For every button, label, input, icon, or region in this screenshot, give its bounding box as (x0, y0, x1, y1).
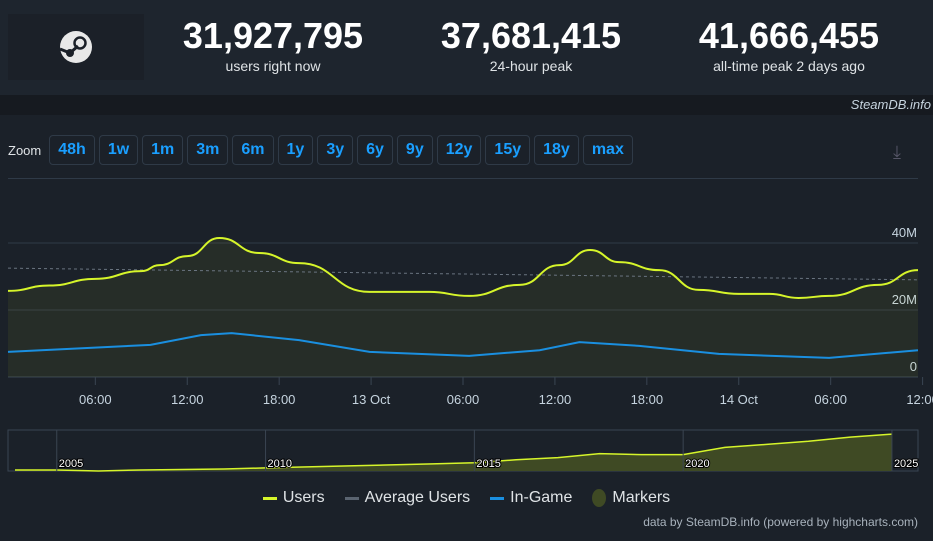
x-tick-label: 12:00 (906, 392, 933, 407)
download-icon[interactable]: ⤓ (893, 142, 901, 162)
stat-current: 31,927,795 users right now (153, 14, 393, 74)
navigator-year-label: 2025 (894, 458, 918, 470)
x-tick-label: 06:00 (447, 392, 480, 407)
zoom-1y-button[interactable]: 1y (277, 135, 314, 165)
in-game-line (7, 332, 919, 359)
users-line (7, 236, 919, 299)
zoom-6m-button[interactable]: 6m (232, 135, 274, 165)
x-tick-label: 12:00 (539, 392, 572, 407)
stat-alltime-peak: 41,666,455 all-time peak 2 days ago (669, 14, 909, 74)
legend-label: In-Game (510, 489, 573, 506)
average-swatch-icon (344, 496, 359, 500)
zoom-selector: Zoom 48h 1w 1m 3m 6m 1y 3y 6y 9y 12y 15y… (8, 135, 633, 165)
navigator-year-label: 2010 (268, 458, 292, 470)
stat-value: 41,666,455 (698, 15, 880, 56)
x-tick-label: 12:00 (171, 392, 204, 407)
x-tick-label: 14 Oct (720, 392, 759, 407)
markers-swatch-icon (592, 489, 607, 507)
stat-label: users right now (225, 58, 321, 74)
zoom-48h-button[interactable]: 48h (49, 135, 95, 165)
credit[interactable]: data by SteamDB.info (powered by highcha… (643, 515, 918, 529)
y-tick-label: 40M (892, 225, 917, 240)
legend-in-game[interactable]: In-Game (490, 489, 572, 507)
steam-logo-icon (8, 14, 144, 80)
y-tick-label: 0 (910, 359, 917, 374)
stats-header: 31,927,795 users right now 37,681,415 24-h… (0, 0, 933, 95)
x-tick-label: 18:00 (631, 392, 664, 407)
stat-label: all-time peak 2 days ago (713, 58, 865, 74)
stat-value: 31,927,795 (182, 15, 364, 56)
zoom-1w-button[interactable]: 1w (98, 135, 139, 165)
brand-band: SteamDB.info (0, 95, 933, 115)
zoom-18y-button[interactable]: 18y (534, 135, 579, 165)
legend-label: Average Users (364, 489, 471, 506)
users-swatch-icon (262, 496, 277, 500)
legend: Users Average Users In-Game Markers (0, 489, 933, 507)
zoom-max-button[interactable]: max (582, 135, 633, 165)
stat-24h-peak: 37,681,415 24-hour peak (411, 14, 651, 74)
zoom-12y-button[interactable]: 12y (436, 135, 482, 165)
navigator-year-label: 2015 (476, 458, 500, 470)
zoom-9y-button[interactable]: 9y (396, 135, 433, 165)
ingame-swatch-icon (490, 496, 505, 500)
zoom-6y-button[interactable]: 6y (357, 135, 393, 165)
navigator-line (15, 433, 892, 472)
legend-label: Users (282, 489, 325, 506)
users-area (8, 237, 918, 377)
x-tick-label: 06:00 (814, 392, 847, 407)
zoom-3m-button[interactable]: 3m (187, 135, 229, 165)
x-tick-label: 06:00 (79, 392, 112, 407)
zoom-1m-button[interactable]: 1m (142, 135, 184, 165)
average-users-line (7, 267, 919, 281)
legend-average-users[interactable]: Average Users (344, 489, 471, 507)
x-tick-label: 18:00 (263, 392, 296, 407)
zoom-3y-button[interactable]: 3y (317, 135, 354, 165)
navigator-area (15, 434, 892, 471)
x-tick-label: 13 Oct (352, 392, 391, 407)
stat-label: 24-hour peak (489, 58, 573, 74)
zoom-label: Zoom (8, 142, 42, 158)
navigator (7, 429, 919, 472)
legend-markers[interactable]: Markers (592, 489, 670, 507)
y-tick-label: 20M (892, 292, 917, 307)
navigator-year-label: 2020 (685, 458, 709, 470)
zoom-15y-button[interactable]: 15y (485, 135, 531, 165)
legend-users[interactable]: Users (262, 489, 325, 507)
brand-link[interactable]: SteamDB.info (850, 97, 931, 112)
divider (8, 178, 918, 179)
navigator-year-label: 2005 (59, 458, 83, 470)
legend-label: Markers (612, 489, 671, 506)
stat-value: 37,681,415 (440, 15, 622, 56)
